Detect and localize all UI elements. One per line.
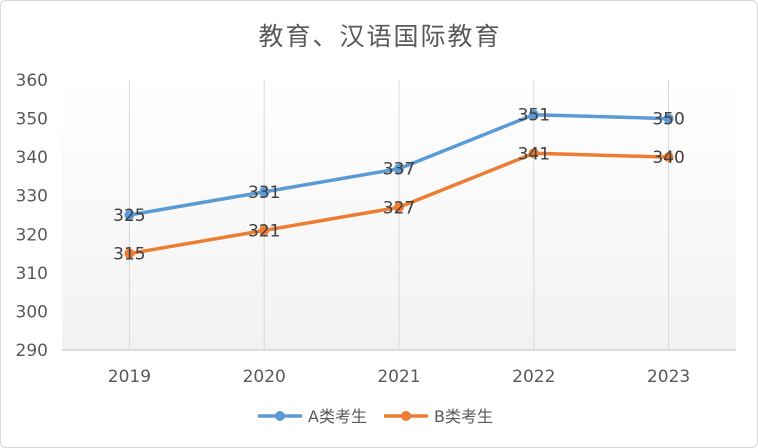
point-1-2023 <box>663 152 674 163</box>
point-1-2021 <box>394 202 404 213</box>
data-label-1-2021: 327 <box>383 198 415 218</box>
y-tick-310: 310 <box>16 264 48 284</box>
y-tick-350: 350 <box>16 110 48 130</box>
x-tick-2021: 2021 <box>377 367 420 387</box>
point-1-2020 <box>259 225 270 236</box>
data-label-0-2022: 351 <box>518 106 550 126</box>
data-label-0-2020: 331 <box>248 183 280 203</box>
x-tick-2023: 2023 <box>647 367 690 387</box>
y-tick-300: 300 <box>16 302 48 322</box>
point-0-2020 <box>259 186 270 197</box>
data-label-1-2023: 340 <box>652 148 684 168</box>
legend-label-1: B类考生 <box>434 407 493 426</box>
point-1-2022 <box>528 148 539 159</box>
legend-marker-1 <box>401 411 411 421</box>
x-tick-2020: 2020 <box>243 367 286 387</box>
point-1-2019 <box>124 248 135 259</box>
data-label-0-2021: 337 <box>383 160 415 180</box>
y-tick-330: 330 <box>16 187 48 207</box>
point-0-2019 <box>124 210 135 220</box>
point-0-2021 <box>394 163 404 174</box>
y-tick-360: 360 <box>16 71 48 91</box>
chart-title: 教育、汉语国际教育 <box>258 22 502 51</box>
data-label-1-2022: 341 <box>518 144 550 164</box>
legend-label-0: A类考生 <box>308 407 367 426</box>
x-tick-2019: 2019 <box>108 367 151 387</box>
point-0-2023 <box>663 113 674 124</box>
x-tick-2022: 2022 <box>512 367 555 387</box>
y-tick-290: 290 <box>16 341 48 361</box>
y-tick-340: 340 <box>16 148 48 168</box>
data-label-0-2023: 350 <box>652 110 684 130</box>
y-tick-320: 320 <box>16 225 48 245</box>
data-label-0-2019: 325 <box>113 206 145 226</box>
data-label-1-2020: 321 <box>248 221 280 241</box>
point-0-2022 <box>528 109 539 120</box>
data-label-1-2019: 315 <box>113 245 145 265</box>
legend-marker-0 <box>275 411 285 421</box>
